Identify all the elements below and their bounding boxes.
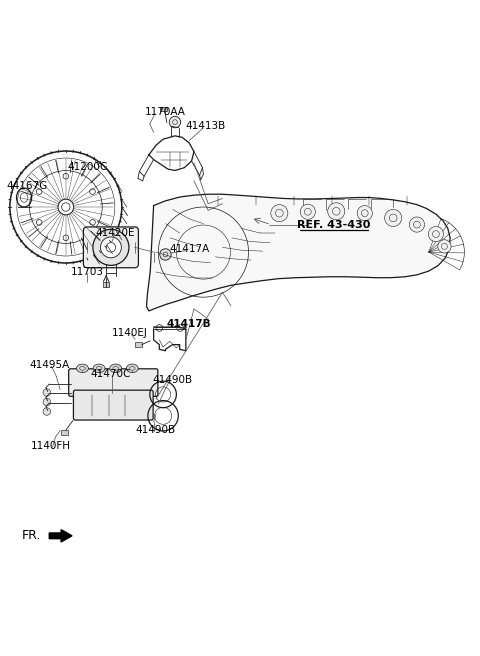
Circle shape [428,226,444,241]
Circle shape [63,235,69,241]
Text: 41417A: 41417A [169,244,209,255]
FancyBboxPatch shape [135,342,142,346]
Circle shape [90,220,96,225]
Ellipse shape [110,364,121,373]
Text: 1140EJ: 1140EJ [112,328,148,338]
Ellipse shape [126,364,138,373]
Circle shape [90,189,96,194]
Circle shape [271,205,288,222]
Circle shape [357,205,372,221]
Text: 41495A: 41495A [29,360,69,370]
FancyBboxPatch shape [61,430,68,435]
Circle shape [100,237,121,258]
Circle shape [177,325,183,331]
Polygon shape [146,194,450,311]
Circle shape [156,325,163,331]
Text: REF. 43-430: REF. 43-430 [297,220,371,230]
Circle shape [63,173,69,179]
Circle shape [36,189,42,194]
FancyBboxPatch shape [69,369,158,396]
Circle shape [43,408,51,415]
FancyBboxPatch shape [84,227,138,268]
Circle shape [438,239,451,253]
Text: 41470C: 41470C [91,369,131,380]
Circle shape [93,230,129,266]
Text: 41417B: 41417B [167,319,212,329]
Circle shape [160,249,171,260]
Ellipse shape [93,364,105,373]
Text: 41200C: 41200C [67,161,108,172]
Ellipse shape [76,364,88,373]
Text: FR.: FR. [22,529,41,543]
Circle shape [328,203,345,220]
Text: 11703: 11703 [71,267,104,277]
FancyBboxPatch shape [103,282,109,287]
Text: 41490B: 41490B [153,375,192,385]
Circle shape [300,204,315,219]
Circle shape [43,389,51,396]
Text: 41490B: 41490B [136,425,176,435]
Circle shape [43,398,51,406]
Circle shape [409,217,424,232]
Polygon shape [49,529,72,542]
Text: 41413B: 41413B [186,121,226,131]
Text: 44167G: 44167G [6,180,48,191]
FancyBboxPatch shape [160,107,168,111]
Circle shape [169,116,180,128]
FancyBboxPatch shape [73,390,153,420]
Circle shape [36,220,42,225]
Circle shape [384,209,402,226]
Text: 1170AA: 1170AA [145,107,186,117]
Text: 41420E: 41420E [96,228,135,238]
Text: 1140FH: 1140FH [31,441,71,451]
